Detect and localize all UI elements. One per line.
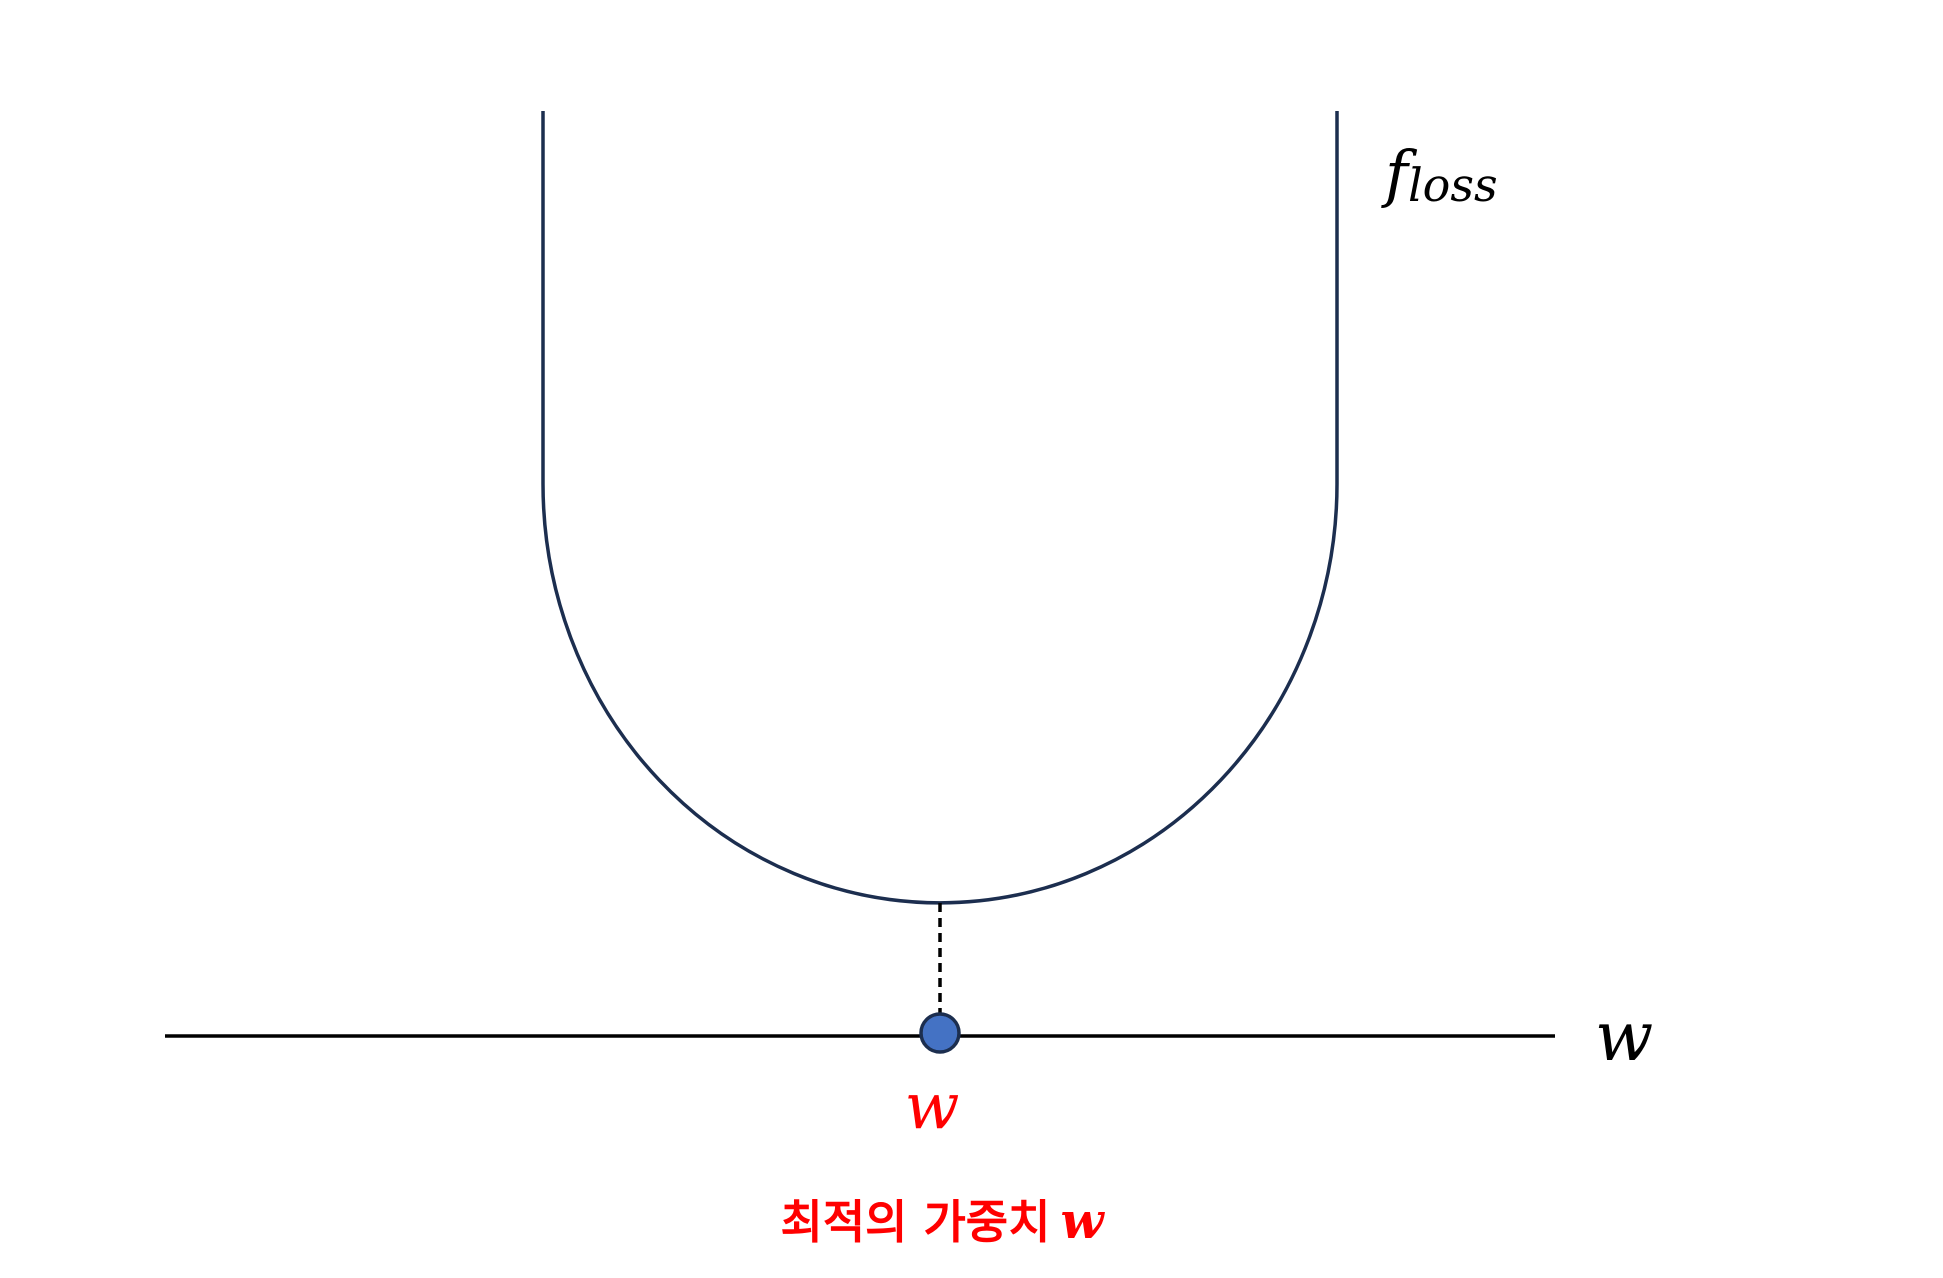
point-label: w bbox=[905, 1070, 960, 1144]
optimal-point bbox=[919, 1012, 961, 1054]
curve-label: floss bbox=[1381, 137, 1498, 212]
caption-text: 최적의 가중치 bbox=[781, 1195, 1051, 1249]
loss-curve bbox=[541, 111, 1339, 905]
caption: 최적의 가중치 w bbox=[781, 1191, 1106, 1250]
caption-variable: w bbox=[1060, 1191, 1105, 1250]
curve-label-subscript: loss bbox=[1408, 158, 1498, 212]
axis-label: w bbox=[1595, 998, 1653, 1077]
